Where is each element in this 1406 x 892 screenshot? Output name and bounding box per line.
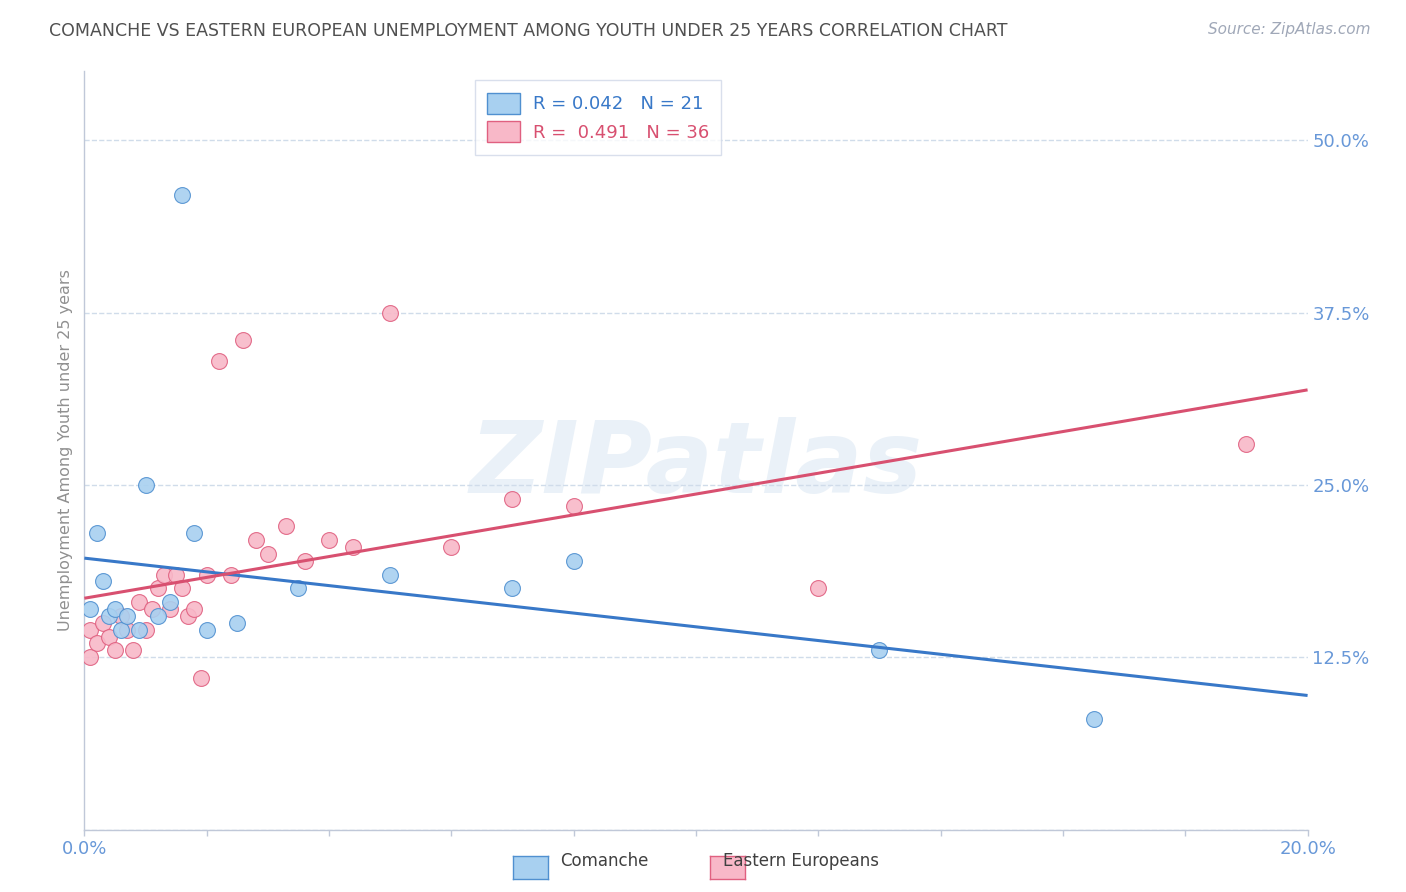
Point xyxy=(318,533,340,547)
Point xyxy=(195,623,218,637)
Point xyxy=(226,615,249,630)
Point xyxy=(190,671,212,685)
Point xyxy=(208,354,231,368)
Point xyxy=(128,595,150,609)
Point xyxy=(219,567,242,582)
Point xyxy=(232,333,254,347)
Point xyxy=(183,602,205,616)
Point xyxy=(165,567,187,582)
Point xyxy=(294,554,316,568)
Point xyxy=(172,188,194,202)
Point xyxy=(562,554,585,568)
Point xyxy=(110,608,132,623)
Point xyxy=(79,623,101,637)
Point xyxy=(104,643,127,657)
Point xyxy=(195,567,218,582)
Point xyxy=(177,608,200,623)
Point xyxy=(159,595,181,609)
Point xyxy=(79,650,101,665)
Point xyxy=(110,623,132,637)
Point xyxy=(91,574,114,589)
Point xyxy=(1236,436,1258,450)
Point xyxy=(183,526,205,541)
Point xyxy=(562,499,585,513)
Point xyxy=(115,623,138,637)
Point xyxy=(146,608,169,623)
Text: COMANCHE VS EASTERN EUROPEAN UNEMPLOYMENT AMONG YOUTH UNDER 25 YEARS CORRELATION: COMANCHE VS EASTERN EUROPEAN UNEMPLOYMEN… xyxy=(49,22,1008,40)
Point xyxy=(1083,712,1105,726)
Point xyxy=(502,582,524,596)
Point xyxy=(141,602,163,616)
Legend: R = 0.042   N = 21, R =  0.491   N = 36: R = 0.042 N = 21, R = 0.491 N = 36 xyxy=(475,80,721,154)
Point xyxy=(146,582,169,596)
Point xyxy=(128,623,150,637)
Point xyxy=(869,643,891,657)
Point xyxy=(342,540,364,554)
Text: Comanche: Comanche xyxy=(561,852,648,870)
Point xyxy=(104,602,127,616)
Point xyxy=(91,615,114,630)
Point xyxy=(245,533,267,547)
Point xyxy=(115,608,138,623)
Text: Source: ZipAtlas.com: Source: ZipAtlas.com xyxy=(1208,22,1371,37)
Y-axis label: Unemployment Among Youth under 25 years: Unemployment Among Youth under 25 years xyxy=(58,269,73,632)
Point xyxy=(135,478,157,492)
Point xyxy=(86,636,108,650)
Point xyxy=(97,630,120,644)
Point xyxy=(97,608,120,623)
Point xyxy=(86,526,108,541)
Point xyxy=(807,582,830,596)
Point xyxy=(440,540,463,554)
Point xyxy=(380,305,402,319)
Point xyxy=(79,602,101,616)
Point xyxy=(276,519,298,533)
Point xyxy=(502,491,524,506)
Point xyxy=(287,582,309,596)
Text: Eastern Europeans: Eastern Europeans xyxy=(724,852,879,870)
Point xyxy=(135,623,157,637)
Text: ZIPatlas: ZIPatlas xyxy=(470,417,922,514)
Point xyxy=(172,582,194,596)
Point xyxy=(159,602,181,616)
Point xyxy=(153,567,176,582)
Point xyxy=(257,547,280,561)
Point xyxy=(380,567,402,582)
Point xyxy=(122,643,145,657)
